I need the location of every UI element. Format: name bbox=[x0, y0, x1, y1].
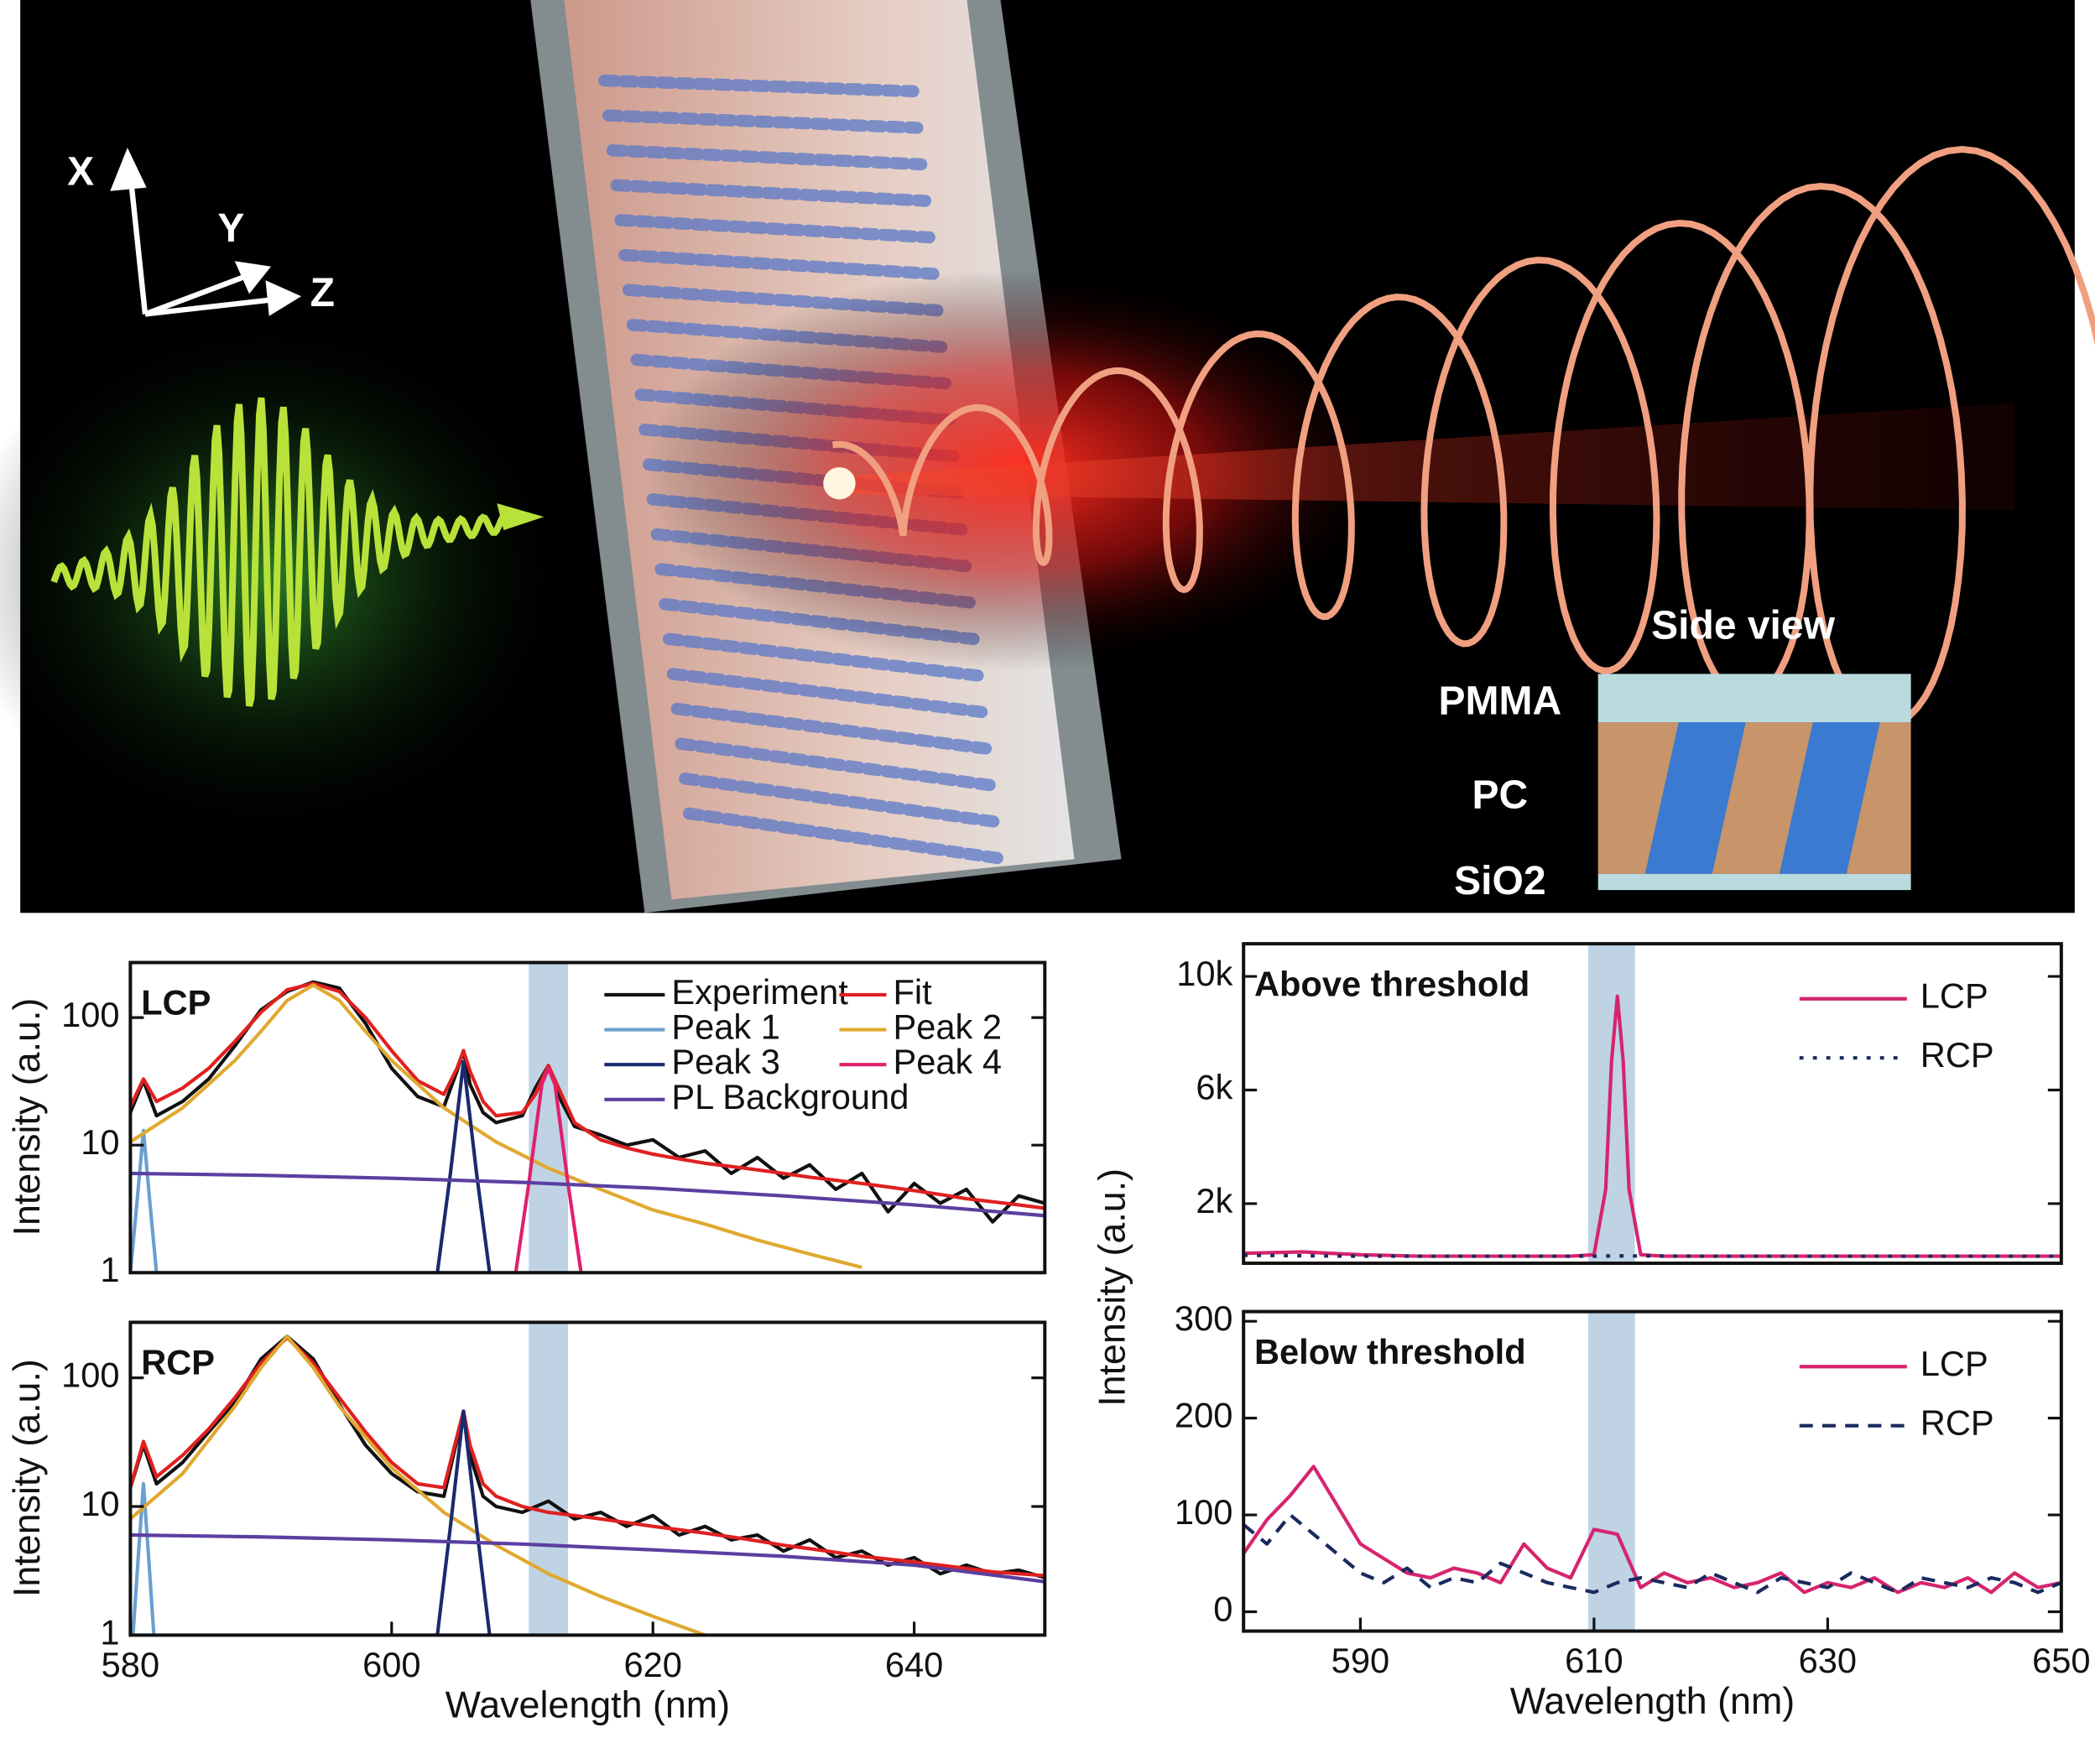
y-tick-label: 2k bbox=[1196, 1181, 1233, 1220]
legend-label: Peak 3 bbox=[671, 1042, 780, 1081]
nanorod-row bbox=[682, 807, 1004, 865]
nanorod-row bbox=[666, 668, 988, 719]
y-tick-label: 10 bbox=[81, 1484, 119, 1523]
inset-title: Side view bbox=[1651, 604, 1835, 648]
legend-label: RCP bbox=[1920, 1403, 1994, 1443]
series-line bbox=[130, 1335, 1045, 1578]
nanorod-row bbox=[614, 214, 935, 244]
x-tick-label: 600 bbox=[362, 1645, 420, 1684]
y-axis-label: Intensity (a.u.) bbox=[6, 1359, 48, 1597]
x-tick-label: 630 bbox=[1799, 1641, 1857, 1680]
series-line bbox=[435, 1409, 492, 1636]
series-line bbox=[1243, 1465, 2061, 1595]
illustration: X Y Z Side view PMMA PC SiO2 bbox=[0, 0, 2095, 913]
plot-area bbox=[1243, 994, 2061, 1258]
axis-x-label: X bbox=[67, 150, 94, 195]
layer-pmma bbox=[1597, 674, 1911, 723]
x-tick-label: 610 bbox=[1565, 1641, 1623, 1680]
x-axis-label: Wavelength (nm) bbox=[446, 1684, 730, 1726]
y-tick-label: 10k bbox=[1176, 954, 1233, 993]
plot-frame bbox=[1242, 1309, 2063, 1633]
legend-label: LCP bbox=[1920, 1344, 1988, 1383]
pump-arrow bbox=[497, 503, 545, 531]
series-line bbox=[435, 1059, 492, 1273]
y-tick-label: 200 bbox=[1175, 1396, 1233, 1435]
highlight-band bbox=[1587, 944, 1635, 1264]
series-line bbox=[130, 1335, 1045, 1579]
panel-label: Below threshold bbox=[1254, 1332, 1526, 1371]
panel-label: LCP bbox=[141, 983, 211, 1022]
x-tick-label: 620 bbox=[623, 1645, 681, 1684]
y-axis-label: Intensity (a.u.) bbox=[6, 998, 48, 1236]
nanorod-row bbox=[602, 109, 924, 134]
highlight-band bbox=[529, 962, 568, 1273]
panel-label: RCP bbox=[141, 1343, 215, 1382]
legend-label: Peak 1 bbox=[671, 1007, 780, 1047]
nanorod-row bbox=[679, 773, 1000, 828]
focus bbox=[823, 466, 856, 500]
nanorod-row bbox=[675, 737, 996, 792]
layer-label: PMMA bbox=[1439, 679, 1562, 723]
y-tick-label: 0 bbox=[1213, 1589, 1233, 1628]
x-tick-label: 640 bbox=[885, 1645, 943, 1684]
legend-label: Peak 2 bbox=[893, 1007, 1002, 1047]
layer-label: SiO2 bbox=[1454, 859, 1545, 903]
legend-label: Fit bbox=[893, 972, 932, 1012]
series-line bbox=[130, 1335, 706, 1636]
y-tick-label: 100 bbox=[61, 1356, 119, 1395]
plot-area bbox=[130, 980, 1045, 1273]
y-tick-label: 1 bbox=[100, 1250, 119, 1289]
layer-sio2 bbox=[1597, 873, 1911, 891]
x-axis-label: Wavelength (nm) bbox=[1510, 1680, 1795, 1722]
plot-frame bbox=[128, 960, 1047, 1275]
series-line bbox=[130, 1171, 1045, 1218]
nanorod-row bbox=[610, 179, 932, 207]
y-tick-label: 6k bbox=[1196, 1067, 1233, 1106]
series-line bbox=[130, 1128, 159, 1273]
y-tick-label: 300 bbox=[1175, 1298, 1233, 1338]
legend-label: PL Background bbox=[671, 1077, 909, 1116]
chart-panel: 2k 6k 10k Above threshold Intensity (a.u.) LC… bbox=[1091, 942, 2063, 1407]
axis-y-label: Y bbox=[217, 206, 244, 251]
x-tick-label: 590 bbox=[1332, 1641, 1389, 1680]
plot-area bbox=[1243, 1465, 2061, 1595]
y-tick-label: 1 bbox=[100, 1612, 119, 1652]
axis-z-label: Z bbox=[310, 271, 335, 315]
legend-label: RCP bbox=[1920, 1035, 1994, 1075]
legend-label: LCP bbox=[1920, 976, 1988, 1016]
chart-panel: 0 100 200 300 590 610 630 650 Below threshold Wav… bbox=[1175, 1298, 2091, 1722]
nanorod-row bbox=[598, 74, 920, 98]
chart-panel: 1 10 100 580 600 620 640 RCP Wavelength (nm) Inte… bbox=[6, 1320, 1047, 1726]
series-line bbox=[130, 1532, 1045, 1584]
panel-label: Above threshold bbox=[1254, 964, 1530, 1003]
highlight-band bbox=[1587, 1311, 1635, 1631]
y-axis-label: Intensity (a.u.) bbox=[1091, 1168, 1133, 1407]
y-tick-label: 10 bbox=[81, 1122, 119, 1162]
series-line bbox=[130, 983, 862, 1269]
plot-frame bbox=[1242, 942, 2063, 1266]
legend-label: Peak 4 bbox=[893, 1042, 1002, 1081]
plot-frame bbox=[128, 1320, 1047, 1637]
legend-label: Experiment bbox=[671, 972, 848, 1012]
x-tick-label: 650 bbox=[2032, 1641, 2090, 1680]
x-tick-label: 580 bbox=[102, 1645, 159, 1684]
nanorod-row bbox=[662, 632, 984, 682]
layer-label: PC bbox=[1472, 773, 1529, 817]
highlight-band bbox=[529, 1322, 568, 1636]
nanorod-row bbox=[618, 248, 940, 280]
axes-glyph bbox=[110, 148, 302, 317]
pump-pulse bbox=[50, 397, 513, 707]
nanorod-row bbox=[670, 702, 993, 755]
helix bbox=[832, 145, 2095, 729]
series-line bbox=[1243, 1512, 2061, 1595]
plot-area bbox=[130, 1335, 1045, 1636]
series-line bbox=[131, 1481, 156, 1636]
y-tick-label: 100 bbox=[61, 995, 119, 1034]
y-tick-label: 100 bbox=[1175, 1492, 1233, 1532]
nanorod-row bbox=[606, 144, 928, 171]
